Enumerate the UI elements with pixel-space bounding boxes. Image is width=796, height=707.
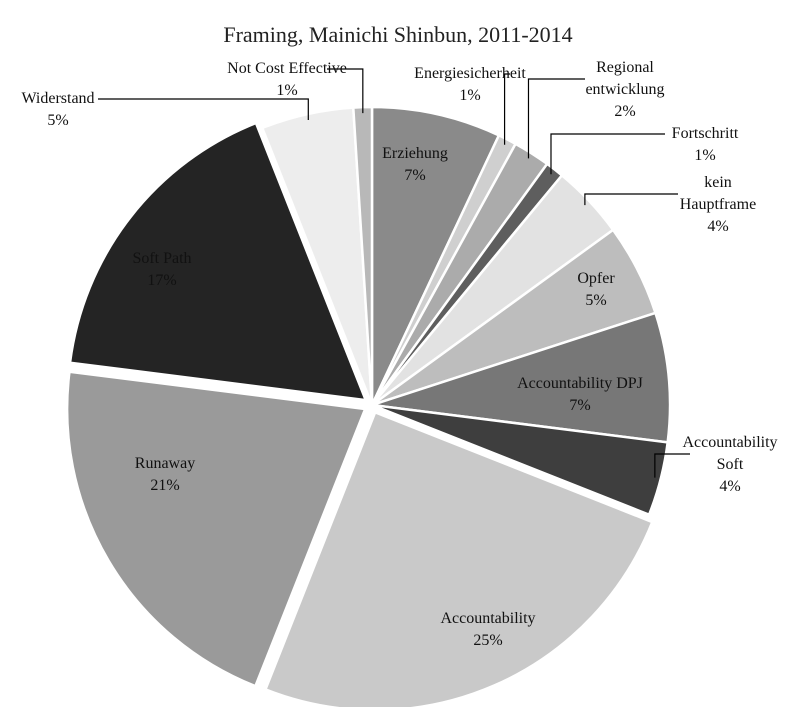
category-label: Not Cost Effective xyxy=(227,60,347,77)
value-label: 17% xyxy=(147,272,177,289)
leader-line xyxy=(654,453,690,478)
data-label: Erziehung 7% xyxy=(382,143,448,187)
value-label: 7% xyxy=(569,397,591,414)
leader-line xyxy=(503,73,510,145)
value-label: 5% xyxy=(585,292,607,309)
chart-title: Framing, Mainichi Shinbun, 2011-2014 xyxy=(223,22,573,47)
category-label: Energiesicherheit xyxy=(414,65,526,82)
slice xyxy=(371,311,672,444)
category-label: Widerstand xyxy=(21,90,95,107)
data-label: Accountability DPJ 7% xyxy=(517,373,643,417)
value-label: 25% xyxy=(473,632,503,649)
value-label: 1% xyxy=(276,82,298,99)
category-label: kein Hauptframe xyxy=(679,174,757,213)
data-label: Runaway 21% xyxy=(135,453,195,497)
value-label: 7% xyxy=(404,167,426,184)
value-label: 21% xyxy=(150,477,180,494)
category-label: Erziehung xyxy=(382,145,448,162)
data-label: Opfer 5% xyxy=(577,268,614,312)
category-label: Accountability DPJ xyxy=(517,375,643,392)
category-label: Accountability xyxy=(440,610,536,627)
leader-line xyxy=(584,193,678,206)
data-label: Accountability 25% xyxy=(440,608,535,652)
leader-line xyxy=(527,78,585,159)
slice xyxy=(68,121,368,402)
data-label: Accountability Soft 4% xyxy=(682,432,777,498)
category-label: Accountability Soft xyxy=(682,434,778,473)
category-label: Soft Path xyxy=(132,250,192,267)
slice xyxy=(65,370,367,688)
data-label: Fortschritt 1% xyxy=(672,123,739,167)
slice xyxy=(263,410,654,707)
value-label: 1% xyxy=(694,147,716,164)
data-label: kein Hauptframe 4% xyxy=(679,172,757,238)
slice xyxy=(370,105,501,406)
leader-line xyxy=(98,98,309,120)
leader-line xyxy=(327,68,364,114)
data-label: Widerstand 5% xyxy=(21,88,94,132)
data-label: Regional entwicklung 2% xyxy=(585,57,664,123)
slice xyxy=(371,403,670,517)
category-label: Runaway xyxy=(134,455,196,472)
value-label: 4% xyxy=(719,478,741,495)
value-label: 2% xyxy=(614,103,636,120)
category-label: Opfer xyxy=(577,270,615,287)
value-label: 4% xyxy=(707,218,729,235)
data-label: Soft Path 17% xyxy=(132,248,191,292)
value-label: 1% xyxy=(459,87,481,104)
leader-line xyxy=(550,133,665,175)
category-label: Regional entwicklung xyxy=(585,59,665,98)
data-label: Energiesicherheit 1% xyxy=(414,63,526,107)
category-label: Fortschritt xyxy=(671,125,739,142)
data-label: Not Cost Effective 1% xyxy=(227,58,347,102)
value-label: 5% xyxy=(47,112,69,129)
